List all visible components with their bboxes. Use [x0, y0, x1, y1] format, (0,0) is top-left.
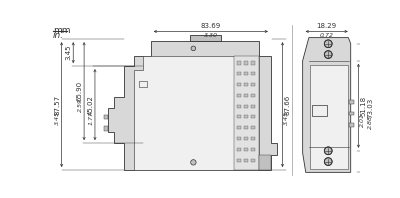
Text: mm: mm — [53, 26, 70, 35]
Text: 65.90: 65.90 — [76, 81, 82, 101]
Bar — [251, 115, 255, 118]
Bar — [237, 62, 242, 65]
Bar — [251, 159, 255, 162]
Text: 1.77: 1.77 — [88, 111, 94, 126]
Text: 2.59: 2.59 — [78, 98, 82, 112]
Bar — [251, 105, 255, 108]
Polygon shape — [310, 65, 348, 168]
Circle shape — [191, 46, 196, 51]
Circle shape — [324, 158, 332, 166]
Polygon shape — [303, 38, 351, 172]
Bar — [244, 105, 248, 108]
Bar — [237, 126, 242, 129]
Bar — [139, 81, 147, 87]
Bar — [312, 105, 328, 116]
Bar — [244, 148, 248, 151]
Text: 18.29: 18.29 — [317, 23, 337, 29]
Text: 3.45: 3.45 — [66, 45, 72, 60]
Bar — [244, 94, 248, 97]
Polygon shape — [108, 41, 277, 170]
Text: 0.72: 0.72 — [320, 33, 334, 38]
Bar — [251, 126, 255, 129]
Bar — [349, 111, 354, 115]
Bar — [251, 62, 255, 65]
Bar — [244, 137, 248, 140]
Circle shape — [324, 147, 332, 155]
Text: 3.45: 3.45 — [284, 111, 289, 126]
Bar — [237, 94, 242, 97]
Bar — [237, 159, 242, 162]
Bar — [244, 115, 248, 118]
Bar — [237, 83, 242, 86]
Bar — [244, 83, 248, 86]
Circle shape — [191, 160, 196, 165]
Bar — [237, 115, 242, 118]
Bar — [244, 72, 248, 75]
Bar — [244, 126, 248, 129]
Text: 87.57: 87.57 — [54, 95, 60, 115]
Bar — [251, 94, 255, 97]
Text: 83.69: 83.69 — [201, 23, 221, 29]
Text: 87.66: 87.66 — [284, 94, 290, 115]
Bar — [349, 100, 354, 104]
Polygon shape — [234, 56, 259, 170]
Bar — [237, 105, 242, 108]
Polygon shape — [134, 56, 259, 170]
Bar — [251, 148, 255, 151]
Bar — [104, 126, 108, 131]
Text: in.: in. — [53, 31, 64, 40]
Text: 73.03: 73.03 — [368, 98, 374, 118]
Text: 2.01: 2.01 — [360, 113, 365, 127]
Bar — [237, 137, 242, 140]
Bar — [349, 123, 354, 127]
Bar — [237, 72, 242, 75]
Bar — [237, 148, 242, 151]
Text: 45.02: 45.02 — [88, 95, 94, 115]
Text: 2.88: 2.88 — [368, 115, 373, 129]
Bar — [251, 137, 255, 140]
Bar — [244, 62, 248, 65]
Circle shape — [324, 40, 332, 48]
Polygon shape — [259, 155, 271, 170]
Bar — [251, 72, 255, 75]
Text: 3.45: 3.45 — [55, 111, 60, 126]
Bar — [104, 115, 108, 119]
Polygon shape — [190, 35, 220, 41]
Text: 51.18: 51.18 — [360, 96, 366, 116]
Bar — [251, 83, 255, 86]
Text: 3.30: 3.30 — [204, 33, 218, 38]
Bar — [244, 159, 248, 162]
Circle shape — [324, 51, 332, 58]
